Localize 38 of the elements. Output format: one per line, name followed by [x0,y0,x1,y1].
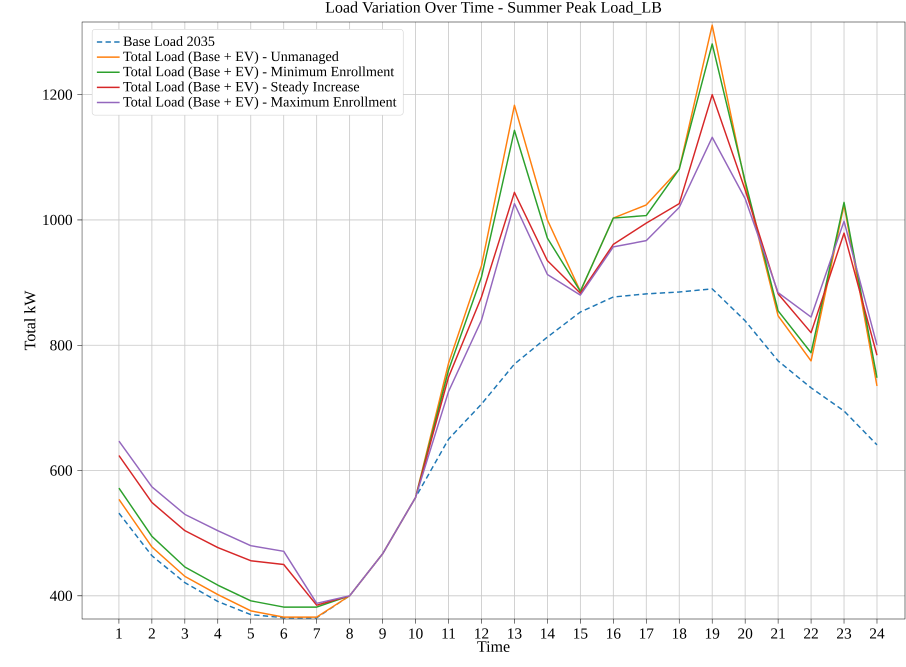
x-tick-label: 10 [409,628,423,639]
x-axis-title: Time [477,641,510,652]
x-tick-label: 16 [606,628,621,639]
x-tick-label: 9 [379,628,386,639]
x-tick-label: 1 [116,628,122,638]
x-tick-label: 22 [804,628,818,639]
y-tick-label: 600 [50,465,72,476]
x-tick-label: 18 [672,628,686,639]
x-tick-label: 20 [738,628,752,639]
x-tick-label: 19 [706,628,720,639]
y-tick-label: 1200 [43,89,72,100]
y-axis-title: Total kW [24,290,36,350]
legend-label: Base Load 2035 [123,36,214,46]
x-tick-label: 14 [541,628,555,638]
x-tick-label: 12 [475,628,488,639]
x-tick-label: 8 [346,628,353,639]
x-tick-label: 6 [280,628,288,639]
x-tick-label: 7 [314,628,320,638]
legend-label: Total Load (Base + EV) - Maximum Enrollment [123,96,396,110]
line-series [118,288,878,618]
y-tick-label: 800 [50,340,72,350]
legend-label: Total Load (Base + EV) - Minimum Enrollment [123,66,394,80]
x-tick-label: 2 [148,628,155,639]
y-tick-label: 400 [50,590,72,601]
x-tick-label: 13 [508,628,522,639]
x-tick-label: 3 [182,628,188,639]
legend-label: Total Load (Base + EV) - Steady Increase [123,82,360,94]
x-tick-label: 15 [574,628,588,639]
x-tick-label: 24 [870,628,884,639]
x-tick-label: 11 [442,628,455,638]
y-tick-label: 1000 [43,214,72,226]
x-tick-label: 21 [771,628,785,639]
x-tick-label: 17 [640,628,654,638]
x-tick-label: 23 [837,628,852,639]
x-tick-label: 4 [214,628,222,638]
x-tick-label: 5 [248,628,254,639]
legend-label: Total Load (Base + EV) - Unmanaged [123,51,339,64]
chart-title: Load Variation Over Time - Summer Peak Load_LB [326,1,662,15]
